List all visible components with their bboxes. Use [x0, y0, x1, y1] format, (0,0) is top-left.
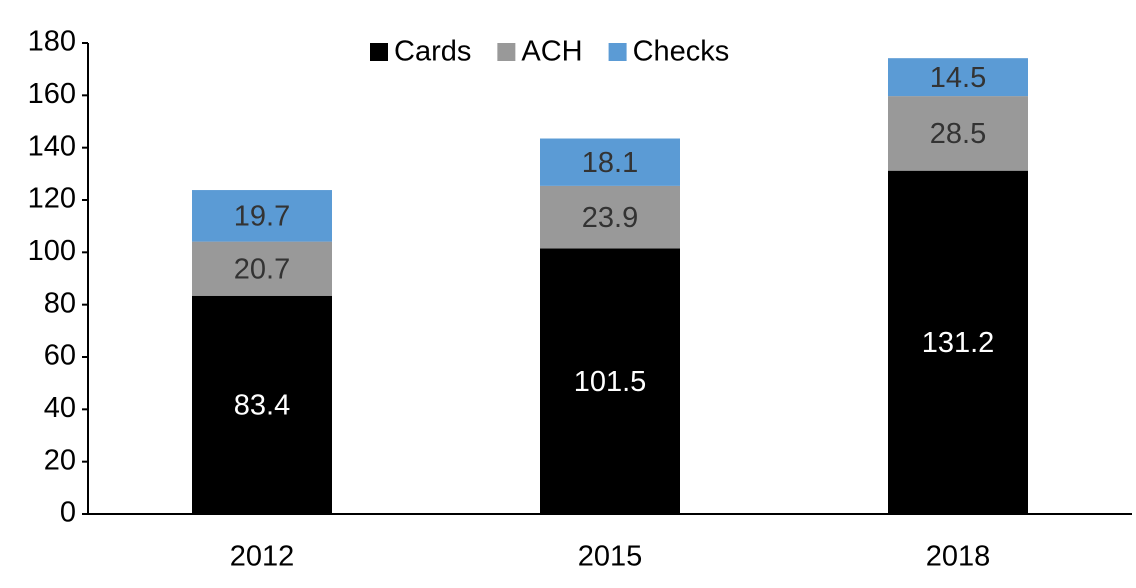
y-tick-label: 20 — [44, 444, 76, 476]
data-label: 131.2 — [922, 327, 995, 359]
x-tick-label: 2012 — [230, 541, 295, 573]
y-tick-label: 160 — [28, 78, 76, 110]
bar-segment — [192, 295, 332, 514]
bar-segment — [540, 185, 680, 249]
y-tick-label: 100 — [28, 235, 76, 267]
data-label: 19.7 — [234, 200, 290, 232]
bar-segment — [888, 170, 1028, 514]
data-label: 83.4 — [234, 390, 290, 422]
y-tick-label: 120 — [28, 183, 76, 215]
x-tick-label: 2018 — [926, 541, 991, 573]
bar-segment — [192, 190, 332, 242]
y-tick-label: 40 — [44, 392, 76, 424]
data-label: 18.1 — [582, 147, 638, 179]
legend-label: Cards — [394, 36, 471, 68]
y-tick-label: 60 — [44, 340, 76, 372]
y-tick-label: 140 — [28, 130, 76, 162]
bar-segment — [540, 248, 680, 515]
legend-label: ACH — [521, 36, 582, 68]
data-label: 101.5 — [574, 366, 647, 398]
x-tick-label: 2015 — [578, 541, 643, 573]
data-label: 28.5 — [930, 118, 986, 150]
bar-segment — [540, 138, 680, 186]
legend-label: Checks — [633, 36, 730, 68]
legend-swatch — [608, 43, 627, 61]
y-tick-label: 0 — [60, 497, 76, 529]
data-label: 14.5 — [930, 62, 986, 94]
legend-swatch — [370, 43, 388, 61]
legend-swatch — [497, 43, 516, 61]
bar-segment — [888, 58, 1028, 97]
y-tick-label: 180 — [28, 26, 76, 58]
bar-segment — [192, 241, 332, 296]
bar-segment — [888, 96, 1028, 171]
data-label: 20.7 — [234, 253, 290, 285]
y-tick-label: 80 — [44, 287, 76, 319]
data-label: 23.9 — [582, 202, 638, 234]
